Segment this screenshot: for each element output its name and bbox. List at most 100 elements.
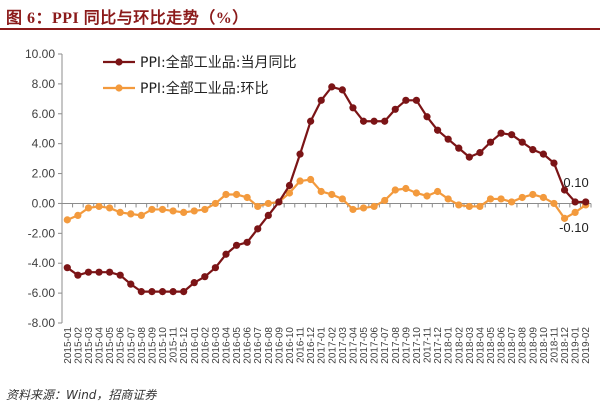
data-point-mom bbox=[455, 201, 463, 209]
data-point-mom bbox=[137, 211, 145, 219]
x-tick-label: 2016-08 bbox=[264, 327, 275, 364]
x-tick-label: 2017-12 bbox=[433, 327, 444, 364]
data-point-yoy bbox=[455, 144, 463, 152]
data-point-yoy bbox=[560, 186, 569, 194]
x-tick-label: 2018-03 bbox=[465, 327, 476, 364]
x-tick-label: 2016-05 bbox=[232, 327, 243, 364]
data-point-yoy bbox=[243, 238, 251, 246]
source-note: 资料来源：Wind，招商证券 bbox=[6, 388, 157, 402]
data-point-yoy bbox=[582, 198, 590, 206]
data-point-yoy bbox=[148, 288, 156, 296]
data-point-mom bbox=[444, 195, 452, 203]
data-point-yoy bbox=[137, 288, 145, 296]
data-point-mom bbox=[243, 193, 251, 202]
x-tick-label: 2017-01 bbox=[317, 327, 328, 364]
data-point-mom bbox=[465, 202, 473, 211]
x-tick-label: 2019-01 bbox=[571, 327, 582, 364]
data-point-yoy bbox=[497, 129, 505, 137]
x-tick-label: 2017-07 bbox=[380, 327, 391, 364]
x-tick-label: 2018-06 bbox=[497, 327, 508, 364]
data-point-mom bbox=[254, 202, 262, 211]
data-point-mom bbox=[476, 202, 484, 211]
data-point-yoy bbox=[158, 288, 167, 296]
data-point-yoy bbox=[169, 288, 177, 296]
data-point-mom bbox=[296, 177, 304, 185]
data-point-yoy bbox=[476, 149, 484, 157]
x-tick-label: 2018-07 bbox=[507, 327, 518, 364]
data-point-mom bbox=[433, 187, 442, 196]
data-point-mom bbox=[412, 189, 421, 197]
data-point-yoy bbox=[571, 198, 579, 206]
data-point-yoy bbox=[84, 268, 93, 276]
x-tick-label: 2016-03 bbox=[211, 327, 222, 364]
data-point-mom bbox=[370, 202, 378, 211]
x-tick-label: 2018-12 bbox=[560, 327, 571, 364]
y-tick-label: 2.00 bbox=[32, 167, 56, 181]
data-point-yoy bbox=[106, 268, 114, 276]
x-tick-label: 2017-02 bbox=[327, 327, 338, 364]
data-point-mom bbox=[222, 190, 230, 199]
data-point-yoy bbox=[349, 104, 357, 112]
data-point-yoy bbox=[307, 117, 315, 125]
data-point-yoy bbox=[444, 135, 452, 143]
x-tick-label: 2017-06 bbox=[370, 327, 381, 364]
annotation-yoy: 0.10 bbox=[563, 175, 588, 190]
data-point-yoy bbox=[201, 273, 209, 281]
x-tick-label: 2015-03 bbox=[84, 327, 95, 364]
data-point-mom bbox=[359, 204, 368, 212]
data-point-mom bbox=[127, 210, 135, 218]
data-point-mom bbox=[381, 196, 389, 205]
data-point-mom bbox=[63, 216, 71, 224]
x-tick-label: 2015-11 bbox=[169, 327, 180, 363]
x-tick-label: 2018-01 bbox=[444, 327, 455, 364]
y-tick-label: -6.00 bbox=[28, 286, 56, 300]
x-tick-label: 2017-04 bbox=[348, 327, 359, 364]
y-tick-label: -2.00 bbox=[28, 226, 56, 240]
x-tick-label: 2015-09 bbox=[147, 327, 158, 364]
data-point-yoy bbox=[338, 86, 346, 94]
data-point-yoy bbox=[211, 264, 220, 272]
legend-swatch-marker-yoy bbox=[115, 58, 123, 66]
y-tick-label: 8.00 bbox=[32, 77, 56, 91]
x-tick-label: 2017-09 bbox=[401, 327, 412, 364]
data-point-mom bbox=[106, 204, 114, 212]
data-point-mom bbox=[285, 189, 294, 197]
data-point-yoy bbox=[370, 117, 378, 125]
data-point-yoy bbox=[264, 211, 272, 219]
x-tick-label: 2015-12 bbox=[179, 327, 190, 364]
data-point-mom bbox=[349, 205, 357, 214]
data-point-mom bbox=[307, 175, 315, 184]
data-point-yoy bbox=[116, 271, 124, 279]
data-point-mom bbox=[180, 208, 188, 217]
data-point-yoy bbox=[285, 181, 294, 190]
data-point-yoy bbox=[317, 96, 325, 104]
x-tick-label: 2016-10 bbox=[285, 327, 296, 364]
x-tick-label: 2018-05 bbox=[486, 327, 497, 364]
x-tick-label: 2017-11 bbox=[423, 327, 434, 363]
y-axis: 10.00 8.00 6.00 4.00 2.00 0.00 -2.00 -4.00 -6.00… bbox=[25, 47, 63, 330]
annotations: 0.10 -0.10 bbox=[559, 175, 589, 235]
data-point-mom bbox=[201, 205, 209, 214]
data-point-mom bbox=[148, 205, 156, 214]
figure-title: 图 6：PPI 同比与环比走势（%） bbox=[6, 10, 249, 27]
data-point-yoy bbox=[412, 96, 421, 104]
data-point-mom bbox=[486, 195, 495, 203]
x-tick-label: 2015-06 bbox=[116, 327, 127, 364]
data-point-mom bbox=[328, 190, 336, 199]
x-tick-label: 2016-04 bbox=[221, 327, 232, 364]
data-point-yoy bbox=[74, 271, 82, 279]
data-point-yoy bbox=[486, 138, 495, 146]
plot-area bbox=[63, 83, 590, 296]
data-point-yoy bbox=[222, 250, 230, 258]
x-tick-label: 2018-10 bbox=[539, 327, 550, 364]
x-tick-label: 2015-04 bbox=[95, 327, 106, 364]
data-point-mom bbox=[518, 193, 526, 202]
data-point-yoy bbox=[529, 146, 537, 154]
data-point-yoy bbox=[95, 268, 103, 276]
data-point-yoy bbox=[296, 150, 304, 158]
x-tick-label: 2016-02 bbox=[200, 327, 211, 364]
data-point-yoy bbox=[391, 105, 399, 113]
x-tick-label: 2018-02 bbox=[454, 327, 465, 364]
